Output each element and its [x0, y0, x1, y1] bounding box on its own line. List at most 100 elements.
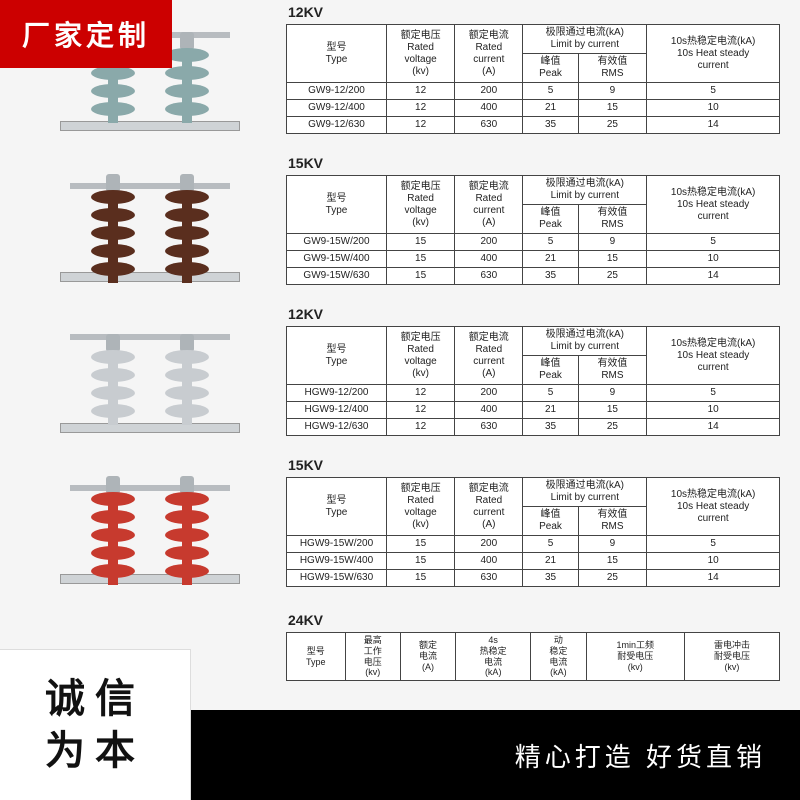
table-cell: 5	[523, 385, 578, 402]
table-cell: 5	[523, 83, 578, 100]
table-cell: 200	[455, 536, 523, 553]
col-header: 最高工作电压(kv)	[345, 633, 400, 681]
col-peak: 峰值Peak	[523, 54, 578, 83]
table-cell: 25	[578, 419, 647, 436]
col-current: 额定电流Ratedcurrent(A)	[455, 478, 523, 536]
spec-table: 型号Type 额定电压Ratedvoltage(kv) 额定电流Ratedcur…	[286, 175, 780, 285]
col-limit-group: 极限通过电流(kA)Limit by current	[523, 176, 647, 205]
table-cell: 9	[578, 234, 647, 251]
spec-table: 型号Type 额定电压Ratedvoltage(kv) 额定电流Ratedcur…	[286, 477, 780, 587]
col-heat: 10s热稳定电流(kA)10s Heat steadycurrent	[647, 176, 780, 234]
catalog-content: 12KV 型号Type 额定电压Ratedvoltage(kv) 额定电流Rat…	[0, 0, 800, 759]
table-cell: 25	[578, 268, 647, 285]
product-image	[20, 306, 280, 451]
table-cell: 400	[455, 251, 523, 268]
table-row: HGW9-12/63012630352514	[287, 419, 780, 436]
table-cell: 15	[578, 251, 647, 268]
spec-title: 15KV	[288, 155, 780, 171]
col-heat: 10s热稳定电流(kA)10s Heat steadycurrent	[647, 25, 780, 83]
col-current: 额定电流Ratedcurrent(A)	[455, 327, 523, 385]
spec-title: 12KV	[288, 4, 780, 20]
table-cell: 5	[523, 536, 578, 553]
table-cell: HGW9-15W/400	[287, 553, 387, 570]
table-row: HGW9-15W/20015200595	[287, 536, 780, 553]
table-cell: 10	[647, 251, 780, 268]
table-cell: HGW9-12/200	[287, 385, 387, 402]
table-cell: 12	[387, 402, 455, 419]
table-cell: 21	[523, 251, 578, 268]
table-cell: 200	[455, 83, 523, 100]
table-cell: 25	[578, 570, 647, 587]
table-row: GW9-15W/40015400211510	[287, 251, 780, 268]
table-cell: GW9-15W/200	[287, 234, 387, 251]
col-peak: 峰值Peak	[523, 356, 578, 385]
table-cell: 15	[387, 570, 455, 587]
table-cell: GW9-15W/400	[287, 251, 387, 268]
table-cell: 12	[387, 419, 455, 436]
table-cell: HGW9-15W/200	[287, 536, 387, 553]
table-cell: 5	[647, 234, 780, 251]
col-header: 4s热稳定电流(kA)	[456, 633, 531, 681]
table-cell: 12	[387, 117, 455, 134]
table-cell: 630	[455, 268, 523, 285]
table-row: GW9-12/20012200595	[287, 83, 780, 100]
table-cell: 15	[387, 268, 455, 285]
table-cell: 10	[647, 402, 780, 419]
col-voltage: 额定电压Ratedvoltage(kv)	[387, 176, 455, 234]
factory-custom-badge: 厂家定制	[0, 0, 172, 68]
table-cell: 5	[647, 536, 780, 553]
table-cell: 400	[455, 553, 523, 570]
table-cell: 12	[387, 83, 455, 100]
spec-table-24kv: 型号Type最高工作电压(kv)额定电流(A)4s热稳定电流(kA)动稳定电流(…	[286, 632, 780, 681]
spec-row: 15KV 型号Type 额定电压Ratedvoltage(kv) 额定电流Rat…	[20, 457, 780, 602]
table-row: HGW9-12/40012400211510	[287, 402, 780, 419]
table-cell: 5	[647, 385, 780, 402]
col-type: 型号Type	[287, 478, 387, 536]
table-cell: 400	[455, 402, 523, 419]
table-row: GW9-15W/20015200595	[287, 234, 780, 251]
table-cell: 15	[387, 251, 455, 268]
spec-row: 12KV 型号Type 额定电压Ratedvoltage(kv) 额定电流Rat…	[20, 306, 780, 451]
table-cell: GW9-12/630	[287, 117, 387, 134]
table-cell: 400	[455, 100, 523, 117]
table-cell: HGW9-12/400	[287, 402, 387, 419]
table-cell: 9	[578, 536, 647, 553]
table-cell: 35	[523, 268, 578, 285]
table-cell: 5	[647, 83, 780, 100]
table-cell: 10	[647, 553, 780, 570]
spec-row: 15KV 型号Type 额定电压Ratedvoltage(kv) 额定电流Rat…	[20, 155, 780, 300]
col-current: 额定电流Ratedcurrent(A)	[455, 25, 523, 83]
spec-title-24kv: 24KV	[288, 612, 780, 628]
col-limit-group: 极限通过电流(kA)Limit by current	[523, 25, 647, 54]
footer-slogan: 精心打造 好货直销	[515, 737, 766, 774]
col-heat: 10s热稳定电流(kA)10s Heat steadycurrent	[647, 478, 780, 536]
col-limit-group: 极限通过电流(kA)Limit by current	[523, 478, 647, 507]
table-cell: 200	[455, 385, 523, 402]
table-cell: 15	[578, 402, 647, 419]
table-cell: 15	[387, 234, 455, 251]
col-type: 型号Type	[287, 327, 387, 385]
table-cell: 21	[523, 402, 578, 419]
table-cell: 15	[578, 100, 647, 117]
col-voltage: 额定电压Ratedvoltage(kv)	[387, 327, 455, 385]
table-cell: 35	[523, 117, 578, 134]
table-cell: 630	[455, 570, 523, 587]
table-cell: 200	[455, 234, 523, 251]
col-rms: 有效值RMS	[578, 507, 647, 536]
integrity-line2: 为本	[45, 725, 145, 777]
table-cell: 10	[647, 100, 780, 117]
spec-title: 15KV	[288, 457, 780, 473]
table-cell: 14	[647, 117, 780, 134]
col-voltage: 额定电压Ratedvoltage(kv)	[387, 25, 455, 83]
spec-table: 型号Type 额定电压Ratedvoltage(kv) 额定电流Ratedcur…	[286, 326, 780, 436]
spec-title: 12KV	[288, 306, 780, 322]
product-image	[20, 457, 280, 602]
table-cell: HGW9-15W/630	[287, 570, 387, 587]
col-current: 额定电流Ratedcurrent(A)	[455, 176, 523, 234]
table-cell: 14	[647, 570, 780, 587]
table-cell: 9	[578, 385, 647, 402]
product-image	[20, 155, 280, 300]
table-cell: 12	[387, 100, 455, 117]
col-rms: 有效值RMS	[578, 205, 647, 234]
table-cell: GW9-12/400	[287, 100, 387, 117]
